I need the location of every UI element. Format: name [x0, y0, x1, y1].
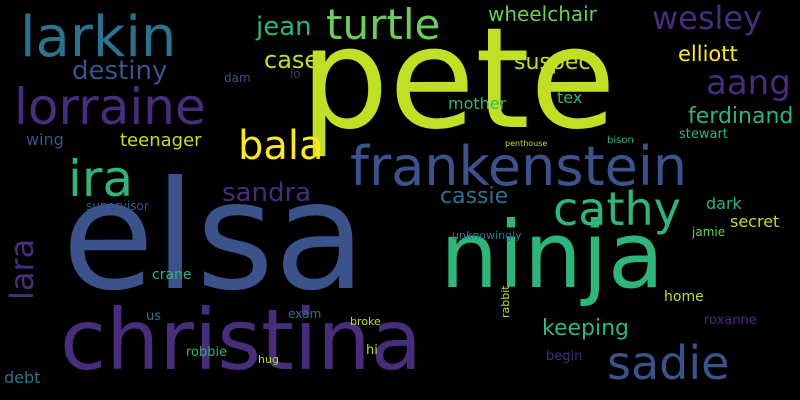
cloud-word: pete — [300, 0, 617, 161]
cloud-word: bison — [607, 135, 634, 146]
cloud-word: larkin — [20, 5, 177, 70]
cloud-word: keeping — [542, 316, 630, 341]
cloud-word: hi — [366, 343, 378, 358]
cloud-word: wesley — [652, 0, 763, 37]
cloud-word: tex — [557, 88, 583, 107]
cloud-word: hug — [258, 353, 279, 366]
cloud-word: teenager — [120, 130, 202, 151]
cloud-word: destiny — [72, 56, 168, 86]
cloud-word: secret — [730, 212, 780, 231]
cloud-word: penthouse — [505, 139, 548, 148]
cloud-word: unknowingly — [452, 229, 522, 242]
cloud-word: sandra — [222, 178, 312, 208]
cloud-word: cassie — [440, 184, 509, 209]
cloud-word: turtle — [326, 0, 441, 49]
cloud-word: debt — [4, 368, 41, 387]
cloud-word: ferdinand — [688, 104, 794, 129]
cloud-word: lo — [290, 67, 301, 81]
cloud-word: broke — [350, 315, 381, 328]
cloud-word: lara — [3, 238, 41, 300]
cloud-word: roxanne — [704, 313, 757, 328]
cloud-word: wing — [26, 130, 64, 149]
cloud-word: cathy — [553, 182, 681, 236]
cloud-word: robbie — [186, 345, 228, 360]
cloud-word: stewart — [679, 127, 728, 142]
cloud-word: jean — [256, 12, 312, 42]
cloud-word: us — [146, 309, 162, 324]
cloud-word: ira — [68, 150, 134, 208]
cloud-word: elliott — [678, 42, 738, 66]
cloud-word: christina — [60, 291, 423, 389]
cloud-word: exam — [288, 307, 322, 321]
cloud-word: suspect — [514, 50, 600, 75]
cloud-word: dam — [224, 71, 251, 85]
cloud-word: jamie — [692, 225, 726, 239]
cloud-word: wheelchair — [488, 2, 597, 26]
cloud-word: sadie — [607, 336, 730, 390]
cloud-word: dark — [706, 194, 742, 213]
cloud-word: aang — [706, 63, 791, 103]
cloud-word: lorraine — [14, 78, 206, 136]
cloud-word: casey — [264, 46, 334, 74]
cloud-word: begin — [546, 349, 583, 364]
cloud-word: supervisor — [86, 199, 149, 213]
cloud-word: mother — [448, 94, 507, 113]
cloud-word: ninja — [440, 202, 665, 309]
cloud-word: bala — [238, 123, 324, 169]
cloud-word: elsa — [62, 150, 367, 324]
cloud-word: rabbit — [499, 285, 512, 318]
cloud-word: frankenstein — [350, 135, 688, 198]
cloud-word: home — [664, 289, 704, 305]
cloud-word: crane — [152, 267, 192, 283]
